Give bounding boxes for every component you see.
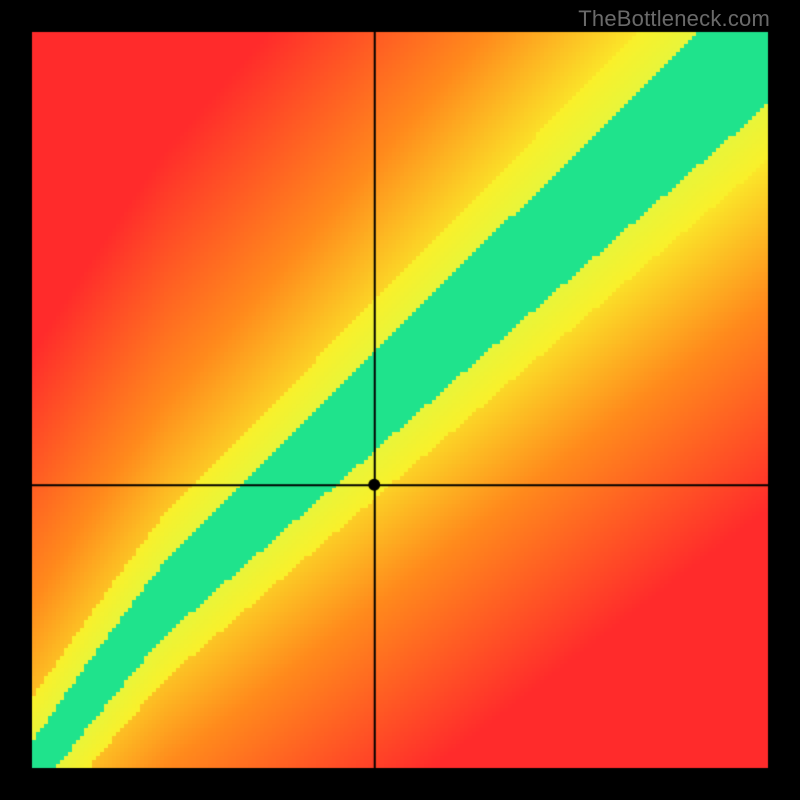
bottleneck-heatmap — [0, 0, 800, 800]
watermark-text: TheBottleneck.com — [578, 6, 770, 32]
